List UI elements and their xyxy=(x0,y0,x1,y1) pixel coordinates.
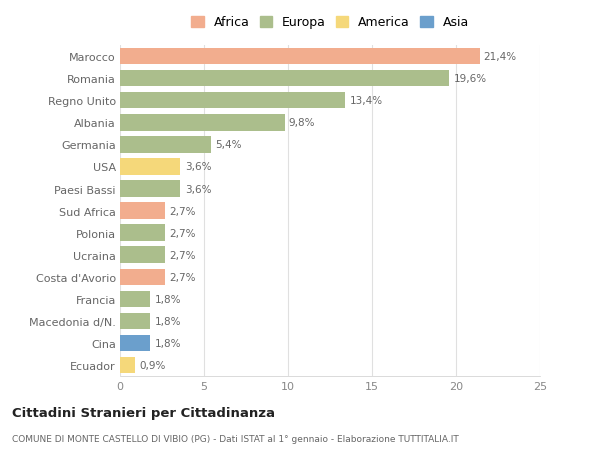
Text: 1,8%: 1,8% xyxy=(154,338,181,348)
Bar xyxy=(120,93,345,109)
Text: 2,7%: 2,7% xyxy=(170,228,196,238)
Text: 19,6%: 19,6% xyxy=(454,74,487,84)
Text: 13,4%: 13,4% xyxy=(349,96,382,106)
Text: 9,8%: 9,8% xyxy=(289,118,316,128)
Text: 0,9%: 0,9% xyxy=(139,360,166,370)
Bar xyxy=(120,291,150,308)
Bar xyxy=(120,203,166,219)
Bar xyxy=(120,225,166,241)
Bar xyxy=(120,335,150,352)
Bar xyxy=(120,115,284,131)
Bar xyxy=(120,247,166,263)
Bar xyxy=(120,181,181,197)
Bar xyxy=(120,269,166,285)
Bar xyxy=(120,159,181,175)
Text: 2,7%: 2,7% xyxy=(170,272,196,282)
Text: 3,6%: 3,6% xyxy=(185,184,211,194)
Text: 5,4%: 5,4% xyxy=(215,140,241,150)
Text: COMUNE DI MONTE CASTELLO DI VIBIO (PG) - Dati ISTAT al 1° gennaio - Elaborazione: COMUNE DI MONTE CASTELLO DI VIBIO (PG) -… xyxy=(12,434,459,443)
Bar xyxy=(120,71,449,87)
Legend: Africa, Europa, America, Asia: Africa, Europa, America, Asia xyxy=(187,12,473,33)
Bar xyxy=(120,313,150,330)
Text: 3,6%: 3,6% xyxy=(185,162,211,172)
Bar xyxy=(120,357,135,374)
Bar xyxy=(120,49,479,65)
Text: 2,7%: 2,7% xyxy=(170,206,196,216)
Text: 1,8%: 1,8% xyxy=(154,294,181,304)
Text: Cittadini Stranieri per Cittadinanza: Cittadini Stranieri per Cittadinanza xyxy=(12,406,275,419)
Bar xyxy=(120,137,211,153)
Text: 1,8%: 1,8% xyxy=(154,316,181,326)
Text: 21,4%: 21,4% xyxy=(484,52,517,62)
Text: 2,7%: 2,7% xyxy=(170,250,196,260)
